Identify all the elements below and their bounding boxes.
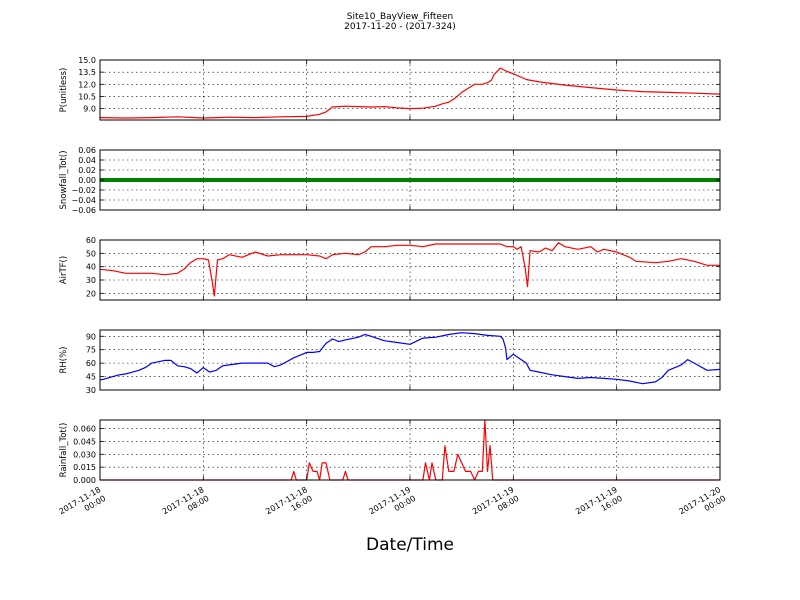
y-tick-label: 0.000 (73, 476, 96, 485)
y-tick-label: 0.02 (78, 166, 96, 175)
panel-3: 30 45 60 75 90 RH(%) (59, 329, 721, 395)
y-tick-label: 90 (86, 332, 96, 341)
chart-title: Site10_BayView_Fifteen (347, 12, 453, 22)
panel-2: 20 30 40 50 60 AirTF() (59, 236, 721, 301)
y-tick-label: 0.04 (78, 156, 96, 165)
y-axis-label: RH(%) (59, 346, 69, 373)
series-line-0-0 (99, 67, 721, 119)
y-tick-label: 0.060 (73, 425, 96, 434)
y-tick-label: 50 (86, 249, 96, 258)
chart-subtitle: 2017-11-20 - (2017-324) (344, 22, 456, 32)
y-tick-label: 30 (86, 386, 96, 395)
y-tick-label: 75 (86, 346, 96, 355)
y-tick-label: −0.04 (71, 196, 96, 205)
y-tick-label: 45 (86, 373, 96, 382)
panel-0: 9.0 10.5 12.0 13.5 15.0 P(unitless) (59, 56, 721, 121)
series-line-3-0 (99, 332, 721, 385)
y-tick-label: 40 (86, 263, 96, 272)
panels: 9.0 10.5 12.0 13.5 15.0 P(unitless) −0.06−0.04… (59, 56, 721, 485)
y-tick-label: −0.06 (71, 206, 96, 215)
y-tick-label: 60 (86, 236, 96, 245)
series-line-4-0 (100, 419, 720, 481)
y-tick-label: 13.5 (78, 68, 96, 77)
panel-4: 0.000 0.015 0.030 0.045 0.060 Rainfall_Tot() (59, 419, 721, 485)
panel-frame (99, 419, 721, 481)
y-tick-label: 12.0 (78, 80, 96, 89)
y-tick-label: 0.00 (78, 176, 96, 185)
y-axis-label: Snowfall_Tot() (59, 150, 69, 209)
panel-frame (99, 239, 721, 301)
y-tick-label: 10.5 (78, 92, 96, 101)
panel-frame (99, 149, 721, 211)
panel-frame (99, 59, 721, 121)
panel-1: −0.06−0.04−0.020.000.020.040.06 Snowfall_… (59, 146, 721, 215)
y-tick-label: 0.045 (73, 437, 96, 446)
y-axis-label: P(unitless) (59, 68, 69, 113)
y-tick-label: 20 (86, 289, 96, 298)
y-axis-label: AirTF() (59, 256, 69, 284)
y-tick-label: 0.030 (73, 450, 96, 459)
y-tick-label: 15.0 (78, 56, 96, 65)
series-line-2-0 (99, 242, 720, 297)
y-tick-label: 30 (86, 276, 96, 285)
y-tick-label: 60 (86, 359, 96, 368)
y-tick-label: 0.06 (78, 146, 96, 155)
panel-frame (99, 329, 721, 391)
x-axis-label: Date/Time (366, 535, 454, 555)
y-axis-label: Rainfall_Tot() (59, 423, 69, 478)
y-tick-label: 0.015 (73, 463, 96, 472)
y-tick-label: 9.0 (83, 105, 96, 114)
y-tick-label: −0.02 (71, 186, 96, 195)
